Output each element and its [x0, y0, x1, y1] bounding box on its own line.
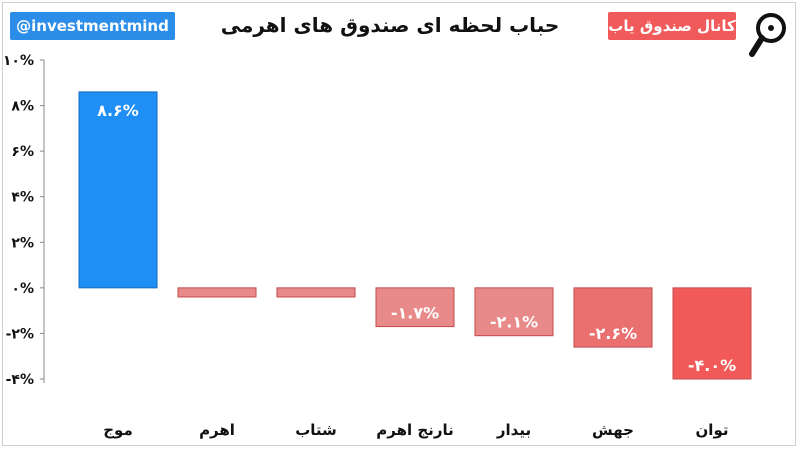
bar-data-label: ۸.۶%: [97, 101, 139, 120]
bar-data-label: -۲.۶%: [589, 324, 637, 343]
handle-badge: @investmentmind: [10, 12, 175, 40]
chart-frame: [2, 2, 796, 446]
y-tick-label: -۲%: [6, 326, 34, 342]
y-tick-label: ۶%: [11, 144, 34, 160]
chart-title: حباب لحظه ای صندوق های اهرمی: [220, 13, 560, 37]
bar: [375, 287, 455, 328]
y-tick-label: ۲%: [11, 235, 34, 251]
y-tick-label: ۰%: [11, 281, 34, 297]
y-tick-label: ۴%: [11, 190, 34, 206]
bar: [573, 287, 653, 348]
channel-badge: کانال صندوق یاب: [608, 12, 736, 40]
x-category-label: جهش: [592, 421, 634, 439]
bar-data-label: -۴.۰%: [688, 356, 736, 375]
x-category-label: شتاب: [295, 421, 337, 439]
search-magnifier-logo-icon: [749, 13, 786, 57]
y-tick-label: ۸%: [11, 99, 34, 115]
x-category-label: بیدار: [496, 421, 531, 439]
x-category-label: توان: [696, 421, 729, 439]
x-category-label: اهرم: [199, 421, 235, 439]
bar: [78, 91, 158, 289]
bar: [276, 287, 356, 298]
y-tick-label: -۴%: [6, 372, 34, 388]
y-tick-label: ۱۰%: [3, 53, 34, 69]
bar: [474, 287, 554, 337]
bar-data-label: -۲.۱%: [490, 313, 538, 332]
x-category-label: نارنج اهرم: [376, 421, 453, 439]
x-category-label: موج: [103, 421, 133, 439]
bar-data-label: -۱.۷%: [391, 304, 439, 323]
bar: [672, 287, 752, 380]
bar: [177, 287, 257, 298]
